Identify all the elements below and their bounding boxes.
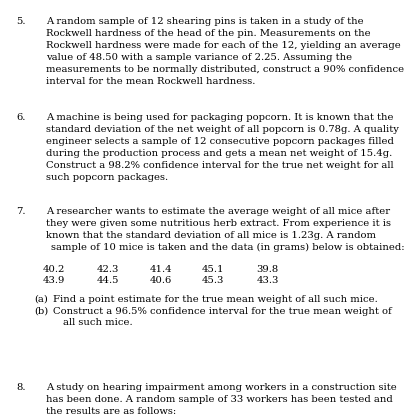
Text: Rockwell hardness of the head of the pin. Measurements on the: Rockwell hardness of the head of the pin… — [46, 29, 371, 38]
Text: 45.1: 45.1 — [202, 265, 225, 273]
Text: 40.2: 40.2 — [42, 265, 65, 273]
Text: value of 48.50 with a sample variance of 2.25. Assuming the: value of 48.50 with a sample variance of… — [46, 53, 353, 62]
Text: 39.8: 39.8 — [257, 265, 279, 273]
Text: 6.: 6. — [16, 113, 25, 122]
Text: A study on hearing impairment among workers in a construction site: A study on hearing impairment among work… — [46, 383, 397, 392]
Text: standard deviation of the net weight of all popcorn is 0.78g. A quality: standard deviation of the net weight of … — [46, 125, 399, 134]
Text: Construct a 98.2% confidence interval for the true net weight for all: Construct a 98.2% confidence interval fo… — [46, 161, 394, 170]
Text: A machine is being used for packaging popcorn. It is known that the: A machine is being used for packaging po… — [46, 113, 394, 122]
Text: 41.4: 41.4 — [149, 265, 172, 273]
Text: 43.9: 43.9 — [42, 276, 65, 285]
Text: A researcher wants to estimate the average weight of all mice after: A researcher wants to estimate the avera… — [46, 207, 391, 215]
Text: engineer selects a sample of 12 consecutive popcorn packages filled: engineer selects a sample of 12 consecut… — [46, 137, 394, 146]
Text: Rockwell hardness were made for each of the 12, yielding an average: Rockwell hardness were made for each of … — [46, 41, 401, 50]
Text: during the production process and gets a mean net weight of 15.4g.: during the production process and gets a… — [46, 149, 393, 158]
Text: they were given some nutritious herb extract. From experience it is: they were given some nutritious herb ext… — [46, 218, 391, 228]
Text: such popcorn packages.: such popcorn packages. — [46, 173, 168, 182]
Text: 45.3: 45.3 — [202, 276, 224, 285]
Text: 8.: 8. — [16, 383, 26, 392]
Text: known that the standard deviation of all mice is 1.23g. A random: known that the standard deviation of all… — [46, 231, 377, 239]
Text: 43.3: 43.3 — [257, 276, 279, 285]
Text: 42.3: 42.3 — [97, 265, 119, 273]
Text: all such mice.: all such mice. — [63, 318, 132, 327]
Text: A random sample of 12 shearing pins is taken in a study of the: A random sample of 12 shearing pins is t… — [46, 17, 364, 26]
Text: Construct a 96.5% confidence interval for the true mean weight of: Construct a 96.5% confidence interval fo… — [53, 307, 391, 315]
Text: sample of 10 mice is taken and the data (in grams) below is obtained:: sample of 10 mice is taken and the data … — [46, 243, 404, 252]
Text: 5.: 5. — [16, 17, 26, 26]
Text: (a): (a) — [34, 295, 48, 304]
Text: 40.6: 40.6 — [149, 276, 172, 285]
Text: measurements to be normally distributed, construct a 90% confidence: measurements to be normally distributed,… — [46, 65, 404, 73]
Text: has been done. A random sample of 33 workers has been tested and: has been done. A random sample of 33 wor… — [46, 395, 393, 404]
Text: the results are as follows:: the results are as follows: — [46, 407, 177, 416]
Text: interval for the mean Rockwell hardness.: interval for the mean Rockwell hardness. — [46, 76, 256, 86]
Text: 44.5: 44.5 — [97, 276, 120, 285]
Text: Find a point estimate for the true mean weight of all such mice.: Find a point estimate for the true mean … — [53, 295, 377, 304]
Text: 7.: 7. — [16, 207, 26, 215]
Text: (b): (b) — [34, 307, 48, 315]
